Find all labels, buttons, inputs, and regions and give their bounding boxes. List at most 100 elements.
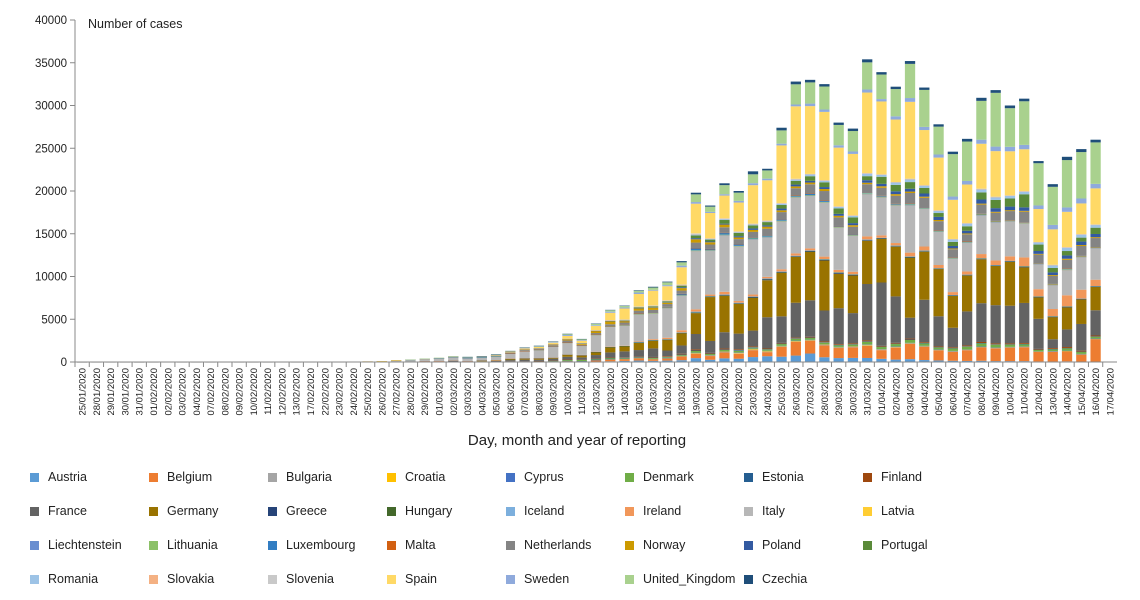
bar-segment <box>862 340 873 342</box>
bar-segment <box>1019 347 1030 362</box>
bar-segment <box>976 139 987 144</box>
bar-segment <box>947 151 958 155</box>
bar-segment <box>1061 160 1073 208</box>
x-tick-label: 02/03/2020 <box>449 368 460 416</box>
bar-segment <box>862 173 873 177</box>
bar-segment <box>662 308 673 338</box>
bar-segment <box>919 193 930 197</box>
bar-segment <box>790 340 801 342</box>
bar-segment <box>1061 295 1073 307</box>
bar-segment <box>690 352 702 354</box>
bar-segment <box>833 147 844 207</box>
bar-segment <box>904 339 916 343</box>
legend-swatch <box>506 506 515 516</box>
bar-segment <box>433 358 445 362</box>
bar-segment <box>1033 297 1044 319</box>
legend-item-netherlands: Netherlands <box>506 538 591 552</box>
bar-segment <box>847 223 859 226</box>
bar-segment <box>819 202 830 257</box>
legend-swatch <box>387 472 396 482</box>
bar-segment <box>804 174 816 177</box>
bar-segment <box>976 258 987 259</box>
bar-segment <box>647 313 659 340</box>
bar-segment <box>747 297 759 299</box>
bar-segment <box>1090 233 1101 238</box>
x-tick-label: 01/02/2020 <box>149 368 160 416</box>
bar-segment <box>533 349 545 359</box>
bar-segment <box>890 246 901 297</box>
bar-segment <box>961 230 973 234</box>
bar-segment <box>647 287 659 290</box>
bar-segment <box>976 214 987 216</box>
bar-segment <box>676 262 687 266</box>
bar-segment <box>790 196 801 198</box>
legend-item-slovakia: Slovakia <box>149 572 214 586</box>
x-tick-label: 05/03/2020 <box>492 368 503 416</box>
bar-segment <box>776 127 787 131</box>
bar-segment <box>919 87 930 90</box>
bar-segment <box>733 350 744 351</box>
bar-segment <box>1061 211 1073 248</box>
legend-swatch <box>30 574 39 584</box>
bar-segment <box>1090 188 1101 225</box>
bar-segment <box>1076 237 1087 242</box>
bar-segment <box>705 244 716 249</box>
bar-segment <box>690 242 702 249</box>
bar-segment <box>1004 210 1016 212</box>
legend-label: Luxembourg <box>286 538 356 552</box>
bar-segment <box>776 272 787 317</box>
bar-segment <box>647 356 659 358</box>
bar-segment <box>976 143 987 189</box>
bar-segment <box>976 254 987 259</box>
bar-segment <box>519 358 530 360</box>
bar-segment <box>662 356 673 357</box>
legend-swatch <box>744 506 753 516</box>
bar-segment <box>1090 286 1101 311</box>
bar-segment <box>747 330 759 347</box>
bar-segment <box>790 197 801 254</box>
bar-segment <box>676 345 687 354</box>
legend-item-estonia: Estonia <box>744 470 804 484</box>
bar-segment <box>833 344 844 345</box>
bar-segment <box>776 271 787 273</box>
bar-segment <box>1090 139 1101 143</box>
bar-segment <box>1047 184 1058 187</box>
bar-segment <box>576 355 587 358</box>
bar-segment <box>847 235 859 272</box>
bar-segment <box>719 348 730 350</box>
bar-segment <box>790 186 801 189</box>
bar-segment <box>919 360 930 362</box>
x-tick-label: 19/03/2020 <box>691 368 702 416</box>
bar-segment <box>876 235 887 238</box>
bar-segment <box>847 234 859 235</box>
bar-segment <box>804 338 816 340</box>
bar-segment <box>662 360 673 362</box>
bar-segment <box>562 335 573 339</box>
bar-segment <box>890 195 901 204</box>
bar-segment <box>804 182 816 185</box>
legend-swatch <box>506 472 515 482</box>
bar-segment <box>605 312 616 321</box>
bar-segment <box>733 236 744 238</box>
bar-segment <box>619 357 630 359</box>
bar-segment <box>619 320 630 321</box>
legend-item-cyprus: Cyprus <box>506 470 564 484</box>
bar-segment <box>1019 343 1030 344</box>
bar-segment <box>890 344 901 347</box>
bar-segment <box>790 256 801 303</box>
bar-segment <box>804 353 816 362</box>
bar-segment <box>833 226 844 227</box>
bar-segment <box>576 359 587 362</box>
bar-segment <box>819 200 830 202</box>
bar-segment <box>890 182 901 185</box>
bar-segment <box>605 326 616 347</box>
legend-label: Denmark <box>643 470 694 484</box>
bar-segment <box>990 146 1001 152</box>
y-tick-label: 35000 <box>35 58 67 70</box>
bar-segment <box>790 106 801 179</box>
bar-segment <box>862 341 873 342</box>
bar-segment <box>548 342 559 344</box>
bar-segment <box>862 240 873 241</box>
bar-segment <box>1019 257 1030 267</box>
bar-segment <box>1033 244 1044 252</box>
